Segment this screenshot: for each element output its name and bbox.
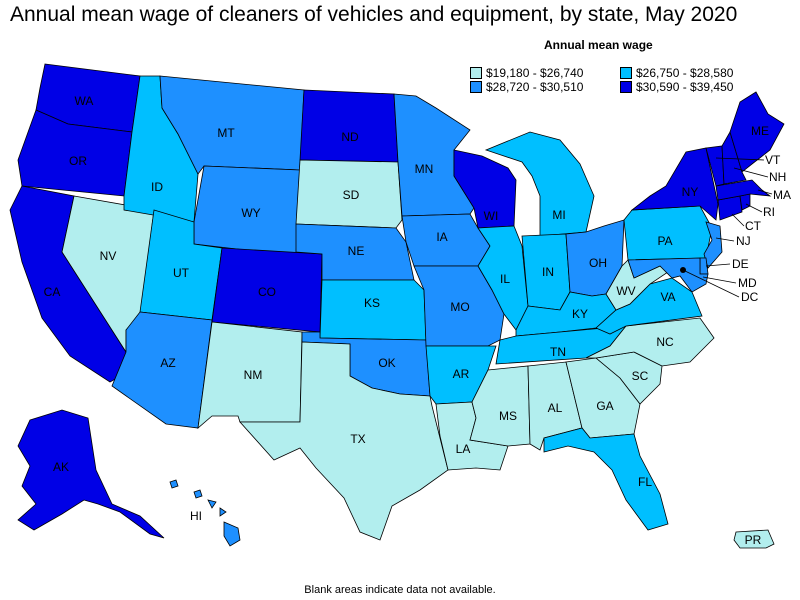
state-KS <box>319 279 427 341</box>
label-NE: NE <box>348 244 365 258</box>
label-AR: AR <box>453 367 470 381</box>
legend-item-3: $30,590 - $39,450 <box>620 80 733 94</box>
state-NC <box>585 317 715 367</box>
state-HI <box>169 479 241 547</box>
label-MN: MN <box>415 162 434 176</box>
label-IA: IA <box>436 230 447 244</box>
label-FL: FL <box>638 475 652 489</box>
footnote: Blank areas indicate data not available. <box>304 584 496 596</box>
legend-item-2: $28,720 - $30,510 <box>470 80 583 94</box>
state-ME <box>729 91 785 173</box>
state-FL <box>543 427 669 531</box>
label-IL: IL <box>500 272 510 286</box>
state-ND <box>299 89 399 163</box>
label-NM: NM <box>244 368 263 382</box>
label-NC: NC <box>656 335 674 349</box>
state-MA <box>715 179 772 201</box>
label-SC: SC <box>632 369 649 383</box>
label-TX: TX <box>350 432 365 446</box>
label-NJ: NJ <box>736 234 751 248</box>
label-NH: NH <box>769 170 786 184</box>
legend-swatch-3 <box>620 80 632 93</box>
state-TX <box>239 341 449 541</box>
label-WV: WV <box>616 284 635 298</box>
state-SD <box>295 159 403 229</box>
state-PR <box>733 529 775 549</box>
state-IL <box>477 225 529 331</box>
legend-swatch-2 <box>470 80 482 93</box>
label-PA: PA <box>657 234 672 248</box>
legend-swatch-0 <box>470 66 482 79</box>
label-LA: LA <box>456 442 471 456</box>
legend-item-1: $26,750 - $28,580 <box>620 66 733 80</box>
state-NH <box>721 130 747 185</box>
label-ME: ME <box>751 124 769 138</box>
state-RI <box>739 193 751 211</box>
label-OH: OH <box>589 256 607 270</box>
label-leaders <box>682 157 773 298</box>
label-AZ: AZ <box>160 356 175 370</box>
label-MI: MI <box>552 208 565 222</box>
label-MT: MT <box>217 126 235 140</box>
label-CO: CO <box>258 285 276 299</box>
label-PR: PR <box>745 533 762 547</box>
label-GA: GA <box>596 399 613 413</box>
label-KS: KS <box>364 296 380 310</box>
label-ND: ND <box>341 130 359 144</box>
label-NV: NV <box>100 249 117 263</box>
legend-item-0: $19,180 - $26,740 <box>470 66 583 80</box>
label-DC: DC <box>741 290 759 304</box>
legend-title: Annual mean wage <box>544 38 653 52</box>
label-UT: UT <box>173 266 190 280</box>
label-CA: CA <box>44 285 61 299</box>
label-AL: AL <box>548 401 563 415</box>
state-MD <box>627 257 709 293</box>
label-VA: VA <box>660 290 675 304</box>
label-WI: WI <box>484 209 499 223</box>
label-RI: RI <box>763 205 775 219</box>
label-WA: WA <box>75 94 94 108</box>
label-VT: VT <box>765 153 781 167</box>
label-MD: MD <box>738 276 757 290</box>
state-NJ <box>703 221 723 269</box>
label-OR: OR <box>69 154 87 168</box>
label-HI: HI <box>190 509 202 523</box>
label-TN: TN <box>550 345 566 359</box>
label-IN: IN <box>542 265 554 279</box>
label-AK: AK <box>53 460 69 474</box>
state-AK <box>17 409 165 539</box>
label-WY: WY <box>241 206 260 220</box>
state-labels: WA OR CA NV ID MT WY UT AZ CO NM ND SD N… <box>44 94 791 547</box>
label-ID: ID <box>151 180 163 194</box>
label-MO: MO <box>450 300 469 314</box>
label-MA: MA <box>773 188 791 202</box>
label-OK: OK <box>378 356 395 370</box>
label-SD: SD <box>343 188 360 202</box>
label-KY: KY <box>572 307 588 321</box>
label-DE: DE <box>732 257 749 271</box>
label-MS: MS <box>499 409 517 423</box>
label-NY: NY <box>682 185 699 199</box>
state-PA <box>623 205 713 261</box>
page-title: Annual mean wage of cleaners of vehicles… <box>10 3 738 26</box>
legend-swatch-1 <box>620 66 632 79</box>
label-CT: CT <box>745 219 762 233</box>
state-AZ <box>111 311 213 429</box>
